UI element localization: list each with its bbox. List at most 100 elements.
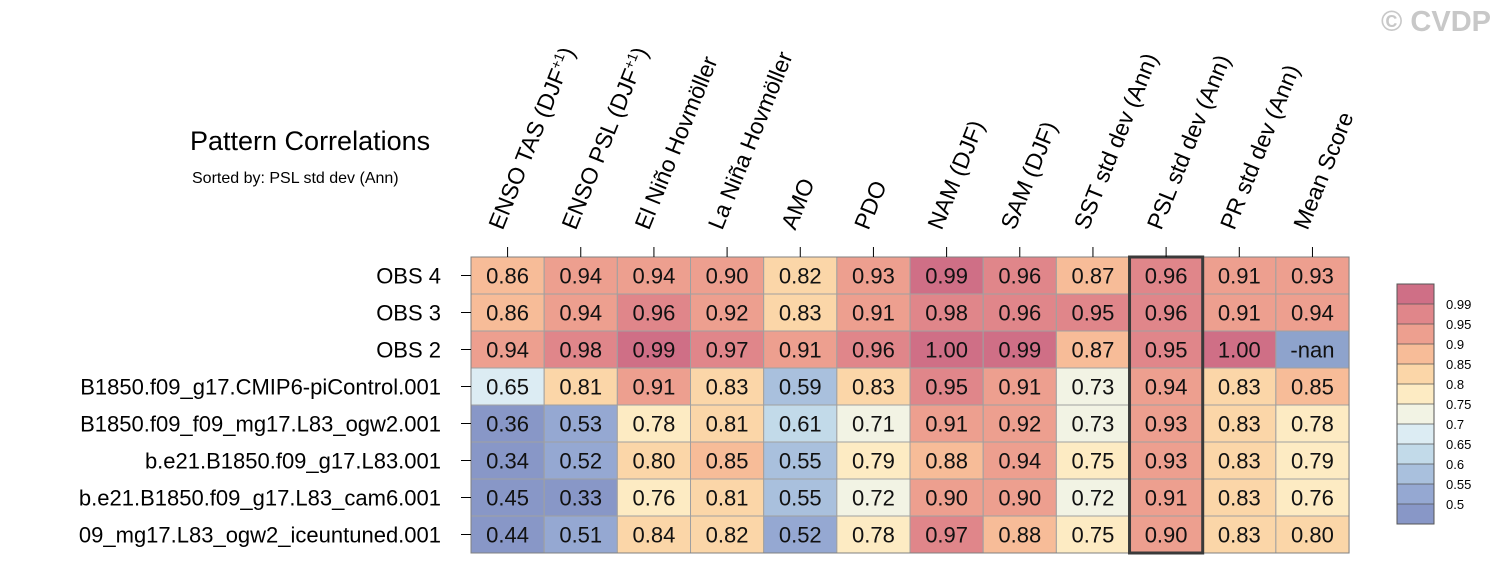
- cell-value-label: 0.97: [925, 523, 968, 548]
- cell-value-label: 0.94: [998, 449, 1041, 474]
- colorbar-swatch: [1397, 324, 1434, 344]
- colorbar-swatch: [1397, 464, 1434, 484]
- cell-value-label: 0.91: [1145, 486, 1188, 511]
- heatmap-cell: [690, 330, 765, 369]
- heatmap-cell: [836, 478, 911, 517]
- row-label-b1850-f09-f09-mg17-l83-ogw2-001: B1850.f09_f09_mg17.L83_ogw2.001: [80, 412, 441, 437]
- heatmap-cell: [1055, 441, 1131, 480]
- cell-value-label: 0.95: [1072, 301, 1115, 326]
- colorbar-tick-label: 0.5: [1446, 497, 1464, 512]
- cell-value-label: 0.81: [559, 375, 602, 400]
- cell-value-label: 0.96: [1145, 301, 1188, 326]
- cell-value-label: 0.44: [486, 523, 529, 548]
- heatmap-cell: [1202, 367, 1277, 406]
- row-label-b-e21-b1850-f09-g17-l83-001: b.e21.B1850.f09_g17.L83.001: [145, 449, 441, 474]
- cell-value-label: 0.99: [925, 264, 968, 289]
- colorbar-swatch: [1397, 444, 1434, 464]
- cell-value-label: 0.83: [1218, 375, 1261, 400]
- heatmap-cell: [1202, 441, 1277, 480]
- heatmap-cell: [763, 515, 838, 554]
- cell-value-label: 0.72: [852, 486, 895, 511]
- heatmap-cell: [1275, 404, 1350, 443]
- cell-value-label: 0.83: [1218, 412, 1261, 437]
- colorbar-tick-label: 0.55: [1446, 477, 1471, 492]
- row-label-obs-3: OBS 3: [376, 301, 441, 326]
- heatmap-cell: [1129, 441, 1204, 480]
- heatmap-cell: [836, 293, 911, 332]
- heatmap-cell: [1055, 330, 1131, 369]
- cell-value-label: 0.91: [779, 338, 822, 363]
- heatmap-cell: [690, 478, 765, 517]
- cell-value-label: 0.92: [998, 412, 1041, 437]
- cell-value-label: 0.80: [633, 449, 676, 474]
- heatmap-cell: [982, 515, 1057, 554]
- cell-value-label: 0.99: [633, 338, 676, 363]
- column-label-amo: AMO: [776, 175, 820, 233]
- heatmap-cell: [1055, 293, 1131, 332]
- cell-value-label: 0.94: [1145, 375, 1188, 400]
- colorbar-swatch: [1397, 364, 1434, 384]
- watermark: © CVDP: [1381, 6, 1491, 38]
- cell-value-label: 0.96: [998, 301, 1041, 326]
- cell-value-label: 0.91: [633, 375, 676, 400]
- cell-value-label: 0.78: [852, 523, 895, 548]
- heatmap-cell: [1055, 515, 1131, 554]
- heatmap-cell: [470, 441, 545, 480]
- cell-value-label: 0.94: [486, 338, 529, 363]
- cell-value-label: 0.95: [1145, 338, 1188, 363]
- cell-value-label: 0.94: [559, 301, 602, 326]
- cell-value-label: 0.88: [925, 449, 968, 474]
- heatmap-cell: [909, 367, 984, 406]
- chart-title: Pattern Correlations: [190, 126, 431, 156]
- heatmap-cell: [543, 367, 618, 406]
- cell-value-label: 0.98: [925, 301, 968, 326]
- heatmap-cell: [690, 441, 765, 480]
- heatmap-border: [470, 256, 1350, 554]
- colorbar-swatch: [1397, 384, 1434, 404]
- cell-value-label: 0.97: [706, 338, 749, 363]
- cell-value-label: 0.90: [706, 264, 749, 289]
- heatmap-cell: [909, 293, 984, 332]
- heatmap-cell: [836, 515, 911, 554]
- heatmap-cell: [982, 256, 1057, 295]
- cell-value-label: 0.73: [1072, 412, 1115, 437]
- heatmap-cell: [982, 441, 1057, 480]
- cell-value-label: -nan: [1290, 338, 1334, 363]
- cell-value-label: 0.94: [1291, 301, 1334, 326]
- column-label-sam-djf: SAM (DJF): [995, 118, 1062, 233]
- cell-value-label: 0.86: [486, 264, 529, 289]
- column-label-pr-std-dev-ann: PR std dev (Ann): [1215, 61, 1305, 233]
- cell-value-label: 0.83: [779, 301, 822, 326]
- cell-value-label: 0.71: [852, 412, 895, 437]
- cell-value-label: 0.90: [998, 486, 1041, 511]
- cell-value-label: 0.72: [1072, 486, 1115, 511]
- cell-value-label: 0.36: [486, 412, 529, 437]
- cell-value-label: 0.73: [1072, 375, 1115, 400]
- heatmap-cell: [763, 367, 838, 406]
- heatmap-cell: [543, 256, 618, 295]
- row-label-09-mg17-l83-ogw2-iceuntuned-001: 09_mg17.L83_ogw2_iceuntuned.001: [79, 523, 441, 548]
- heatmap-cell: [1202, 404, 1277, 443]
- column-label-pdo: PDO: [849, 177, 892, 233]
- cell-value-label: 0.83: [852, 375, 895, 400]
- heatmap-cell: [543, 478, 618, 517]
- heatmap-cell: [1275, 515, 1350, 554]
- heatmap-cell: [836, 441, 911, 480]
- heatmap-cell: [763, 478, 838, 517]
- cell-value-label: 0.53: [559, 412, 602, 437]
- cell-value-label: 0.75: [1072, 449, 1115, 474]
- cell-value-label: 0.81: [706, 486, 749, 511]
- heatmap-cell: [1129, 330, 1204, 369]
- heatmap-cell: [690, 515, 765, 554]
- cell-value-label: 0.93: [1145, 412, 1188, 437]
- colorbar-tick-label: 0.9: [1446, 337, 1464, 352]
- cell-value-label: 0.83: [706, 375, 749, 400]
- heatmap-cell: [763, 441, 838, 480]
- chart-subtitle: Sorted by: PSL std dev (Ann): [192, 170, 399, 187]
- cell-value-label: 0.94: [559, 264, 602, 289]
- cell-value-label: 0.33: [559, 486, 602, 511]
- column-label-mean-score: Mean Score: [1288, 108, 1359, 233]
- cell-value-label: 0.88: [998, 523, 1041, 548]
- cell-value-label: 0.59: [779, 375, 822, 400]
- colorbar-swatch: [1397, 284, 1434, 304]
